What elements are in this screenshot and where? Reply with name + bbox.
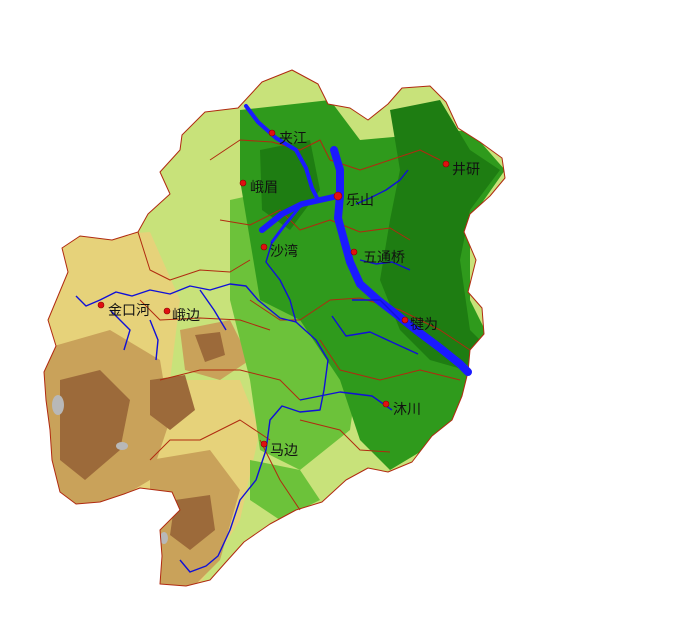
city-dot-mabian (260, 440, 268, 448)
place-label-wutongqiao: 五通桥 (363, 250, 405, 266)
place-label-jinkouhe: 金口河 (108, 303, 150, 319)
city-dot-wutongqiao (350, 248, 358, 256)
place-label-jingyan: 井研 (452, 162, 480, 178)
city-dot-muchuan (382, 400, 390, 408)
city-dot-shawan (260, 243, 268, 251)
place-label-qianwei: 犍为 (410, 317, 438, 333)
city-dot-ebian (163, 307, 171, 315)
place-label-emei: 峨眉 (250, 180, 278, 196)
place-label-muchuan: 沐川 (393, 402, 421, 418)
river-min (244, 104, 320, 202)
boundary-outline (43, 69, 506, 587)
place-label-mabian: 马边 (270, 443, 298, 459)
city-dot-leshan (333, 191, 343, 201)
river-dadu-west (75, 241, 297, 323)
place-label-shawan: 沙湾 (270, 243, 298, 260)
place-labels: 夹江 井研 峨眉 乐山 沙湾 五通桥 金口河 峨边 犍为 沐川 马边 (108, 131, 480, 459)
place-label-leshan: 乐山 (346, 193, 374, 209)
city-dot-emei (239, 179, 247, 187)
city-dot-jinkouhe (97, 301, 105, 309)
city-dot-jingyan (442, 160, 450, 168)
place-label-ebian: 峨边 (172, 308, 200, 324)
county-boundaries (43, 69, 506, 587)
city-dot-qianwei (401, 316, 409, 324)
city-dot-jiajiang (268, 129, 276, 137)
city-markers (97, 129, 450, 448)
place-label-jiajiang: 夹江 (279, 131, 307, 147)
